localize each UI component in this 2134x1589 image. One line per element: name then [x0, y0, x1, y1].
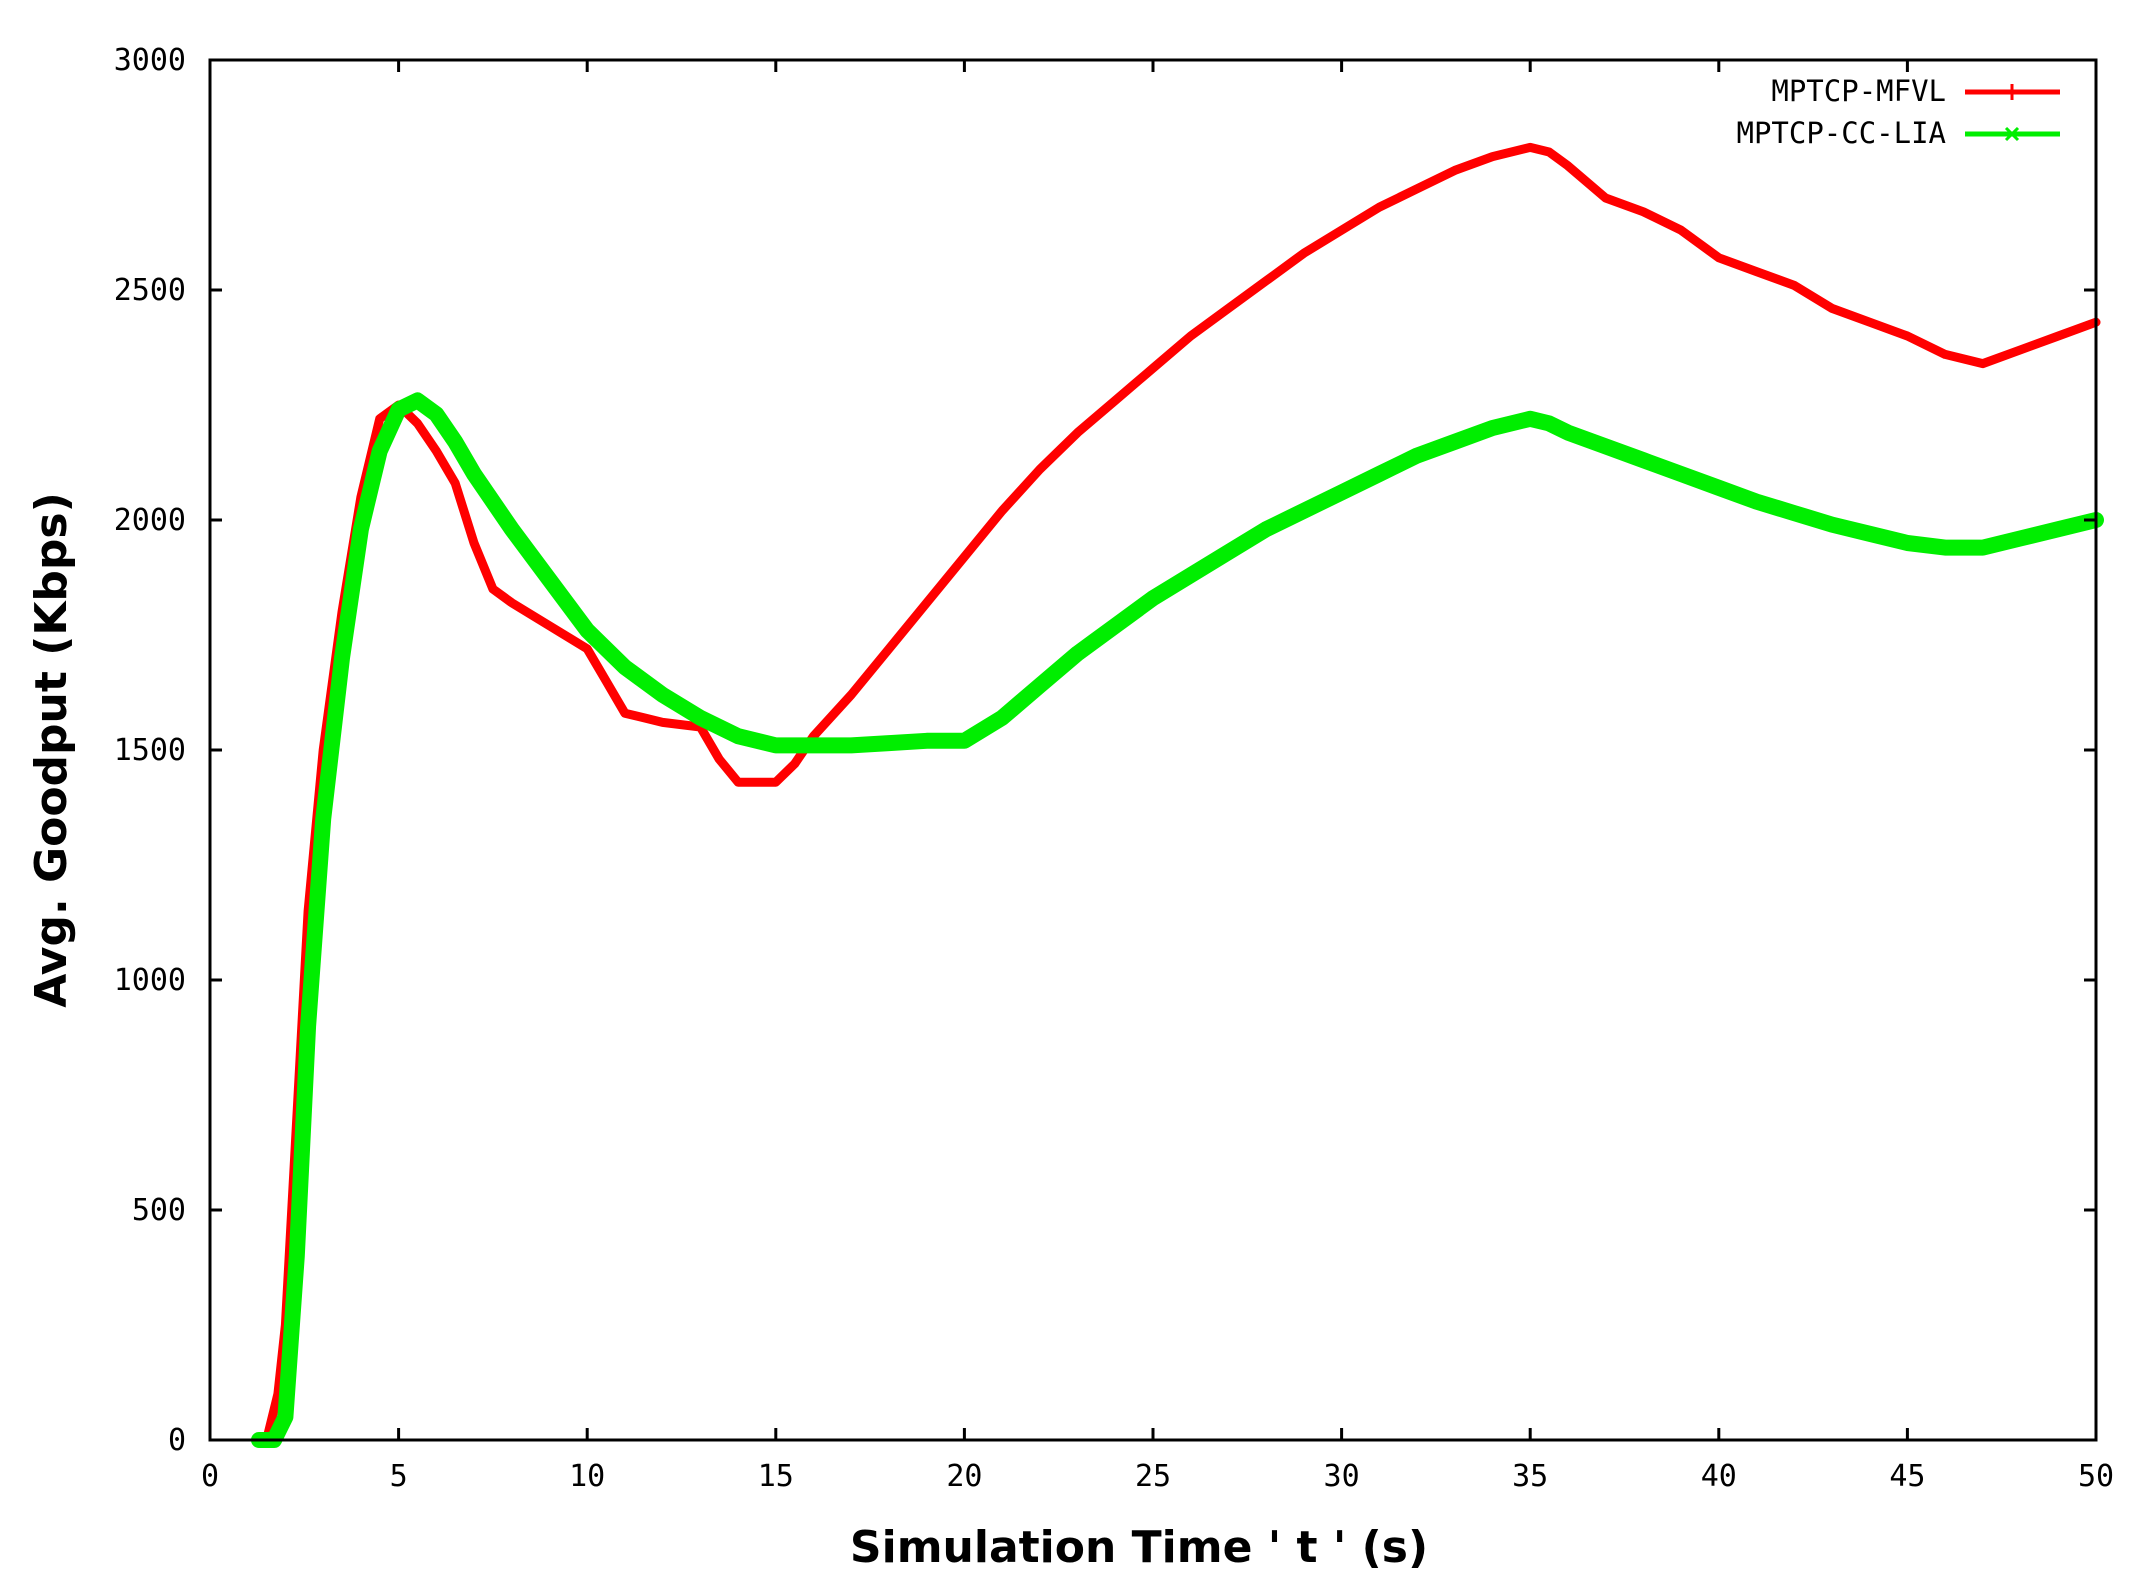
legend-label-mfvl: MPTCP-MFVL	[1771, 74, 1946, 108]
x-tick-label: 50	[2078, 1459, 2114, 1494]
y-tick-label: 2500	[114, 273, 186, 308]
x-tick-label: 5	[390, 1459, 408, 1494]
x-axis-title: Simulation Time ' t ' (s)	[850, 1522, 1428, 1573]
x-tick-label: 30	[1324, 1459, 1360, 1494]
series-line-mptcp-cc-lia	[251, 392, 2104, 1448]
series-layer	[251, 142, 2104, 1448]
x-tick-label: 40	[1701, 1459, 1737, 1494]
y-tick-label: 3000	[114, 43, 186, 78]
y-tick-label: 0	[168, 1423, 186, 1458]
series-line-mptcp-mfvl	[262, 142, 2101, 1445]
y-axis-title: Avg. Goodput (Kbps)	[26, 492, 77, 1007]
x-tick-label: 10	[569, 1459, 605, 1494]
axis-ticks: 0 5 10 15 20 25 30 35 40 45 5005001000150020002500…	[114, 43, 2114, 1494]
y-tick-label: 1500	[114, 733, 186, 768]
x-tick-label: 0	[201, 1459, 219, 1494]
legend: MPTCP-MFVL MPTCP-CC-LIA	[1736, 74, 2060, 150]
y-tick-label: 500	[132, 1193, 186, 1228]
x-tick-label: 20	[946, 1459, 982, 1494]
legend-label-cc-lia: MPTCP-CC-LIA	[1736, 116, 1946, 150]
x-tick-label: 15	[758, 1459, 794, 1494]
y-tick-label: 2000	[114, 503, 186, 538]
legend-marker-x	[2004, 126, 2020, 142]
x-tick-label: 45	[1889, 1459, 1925, 1494]
y-tick-label: 1000	[114, 963, 186, 998]
x-tick-label: 25	[1135, 1459, 1171, 1494]
x-tick-label: 35	[1512, 1459, 1548, 1494]
